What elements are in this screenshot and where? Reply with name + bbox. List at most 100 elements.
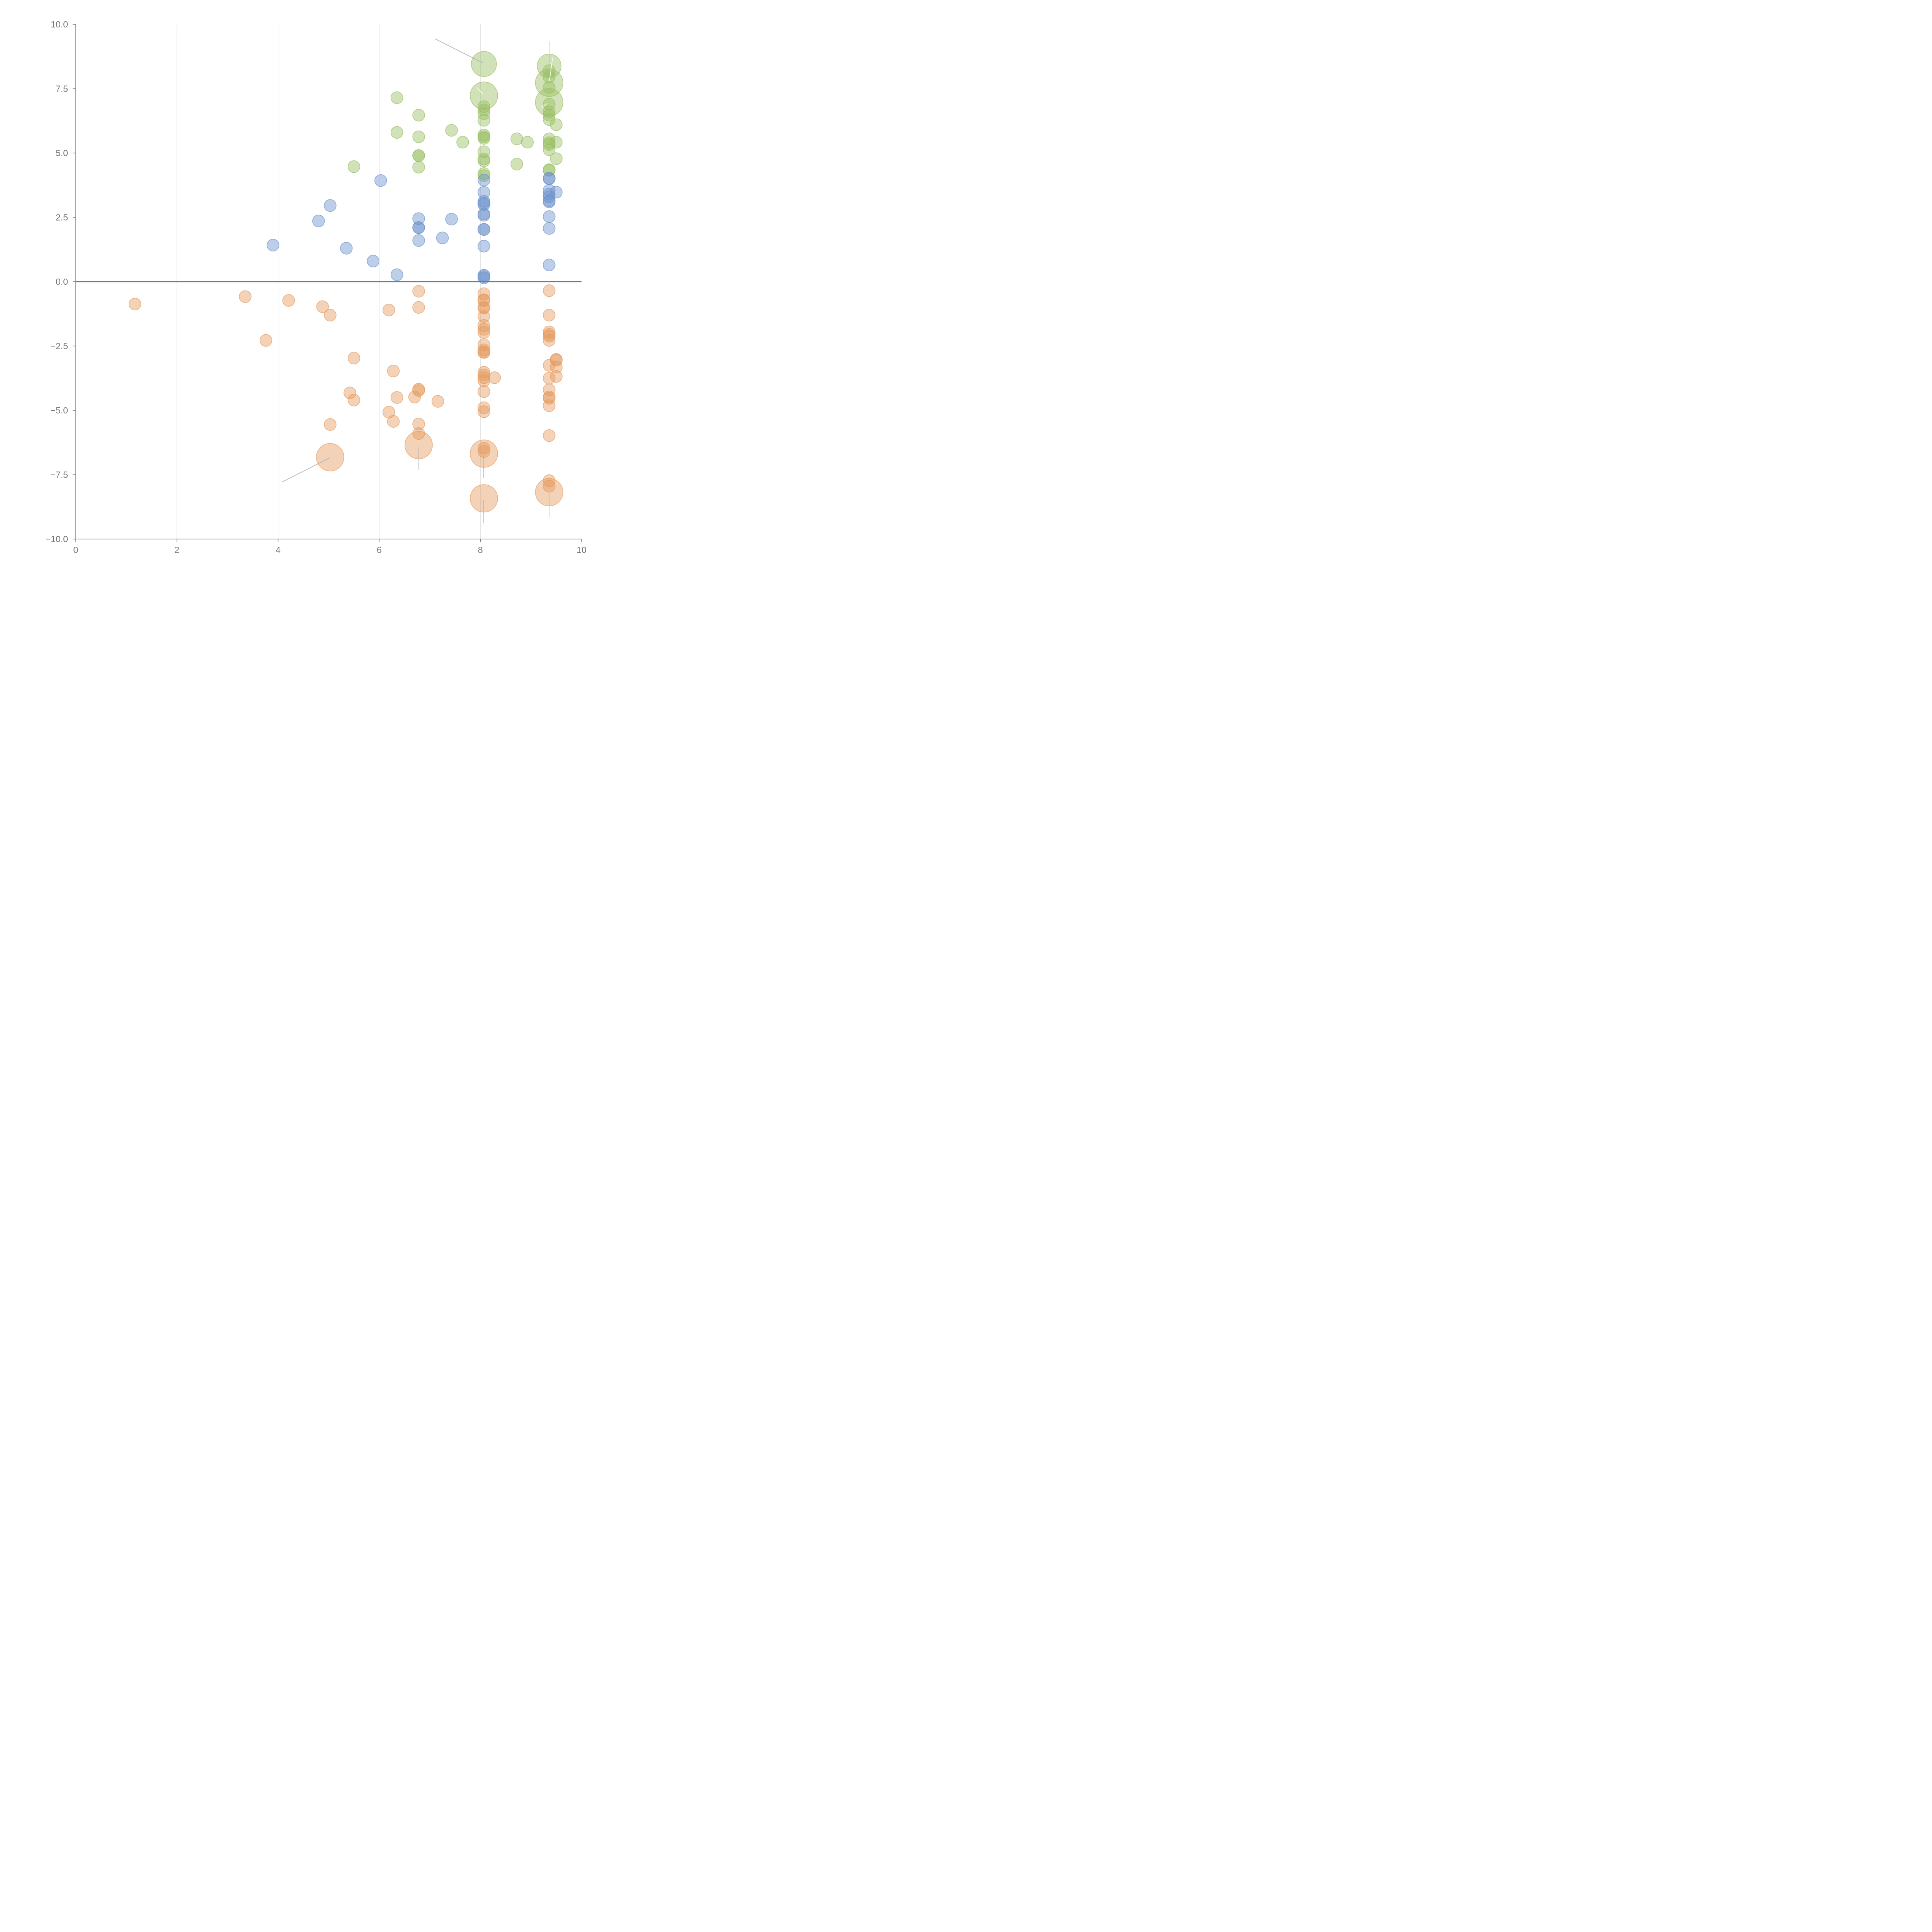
axes: 10.0 7.5 5.0 2.5 0.0 −2.5 −5.0 −7.5 −10.0 0 2 4 6 8 10 bbox=[46, 19, 587, 555]
data-point bbox=[390, 126, 403, 139]
data-point bbox=[478, 154, 490, 167]
x-tick-label: 0 bbox=[73, 545, 78, 555]
data-point bbox=[543, 98, 556, 111]
connector-line bbox=[281, 457, 330, 483]
data-point bbox=[543, 480, 556, 493]
data-point bbox=[535, 68, 563, 97]
data-point bbox=[390, 268, 403, 281]
data-point bbox=[543, 188, 556, 201]
data-point bbox=[312, 214, 325, 228]
data-point bbox=[543, 474, 556, 487]
data-point bbox=[543, 210, 556, 223]
data-point bbox=[478, 442, 490, 455]
y-tick-label: −2.5 bbox=[51, 341, 68, 351]
data-point bbox=[543, 330, 556, 343]
data-point bbox=[478, 310, 490, 323]
data-point bbox=[550, 354, 563, 367]
data-point bbox=[543, 172, 556, 185]
y-tick-label: −5.0 bbox=[51, 405, 68, 415]
x-tick-label: 6 bbox=[377, 545, 382, 555]
data-point bbox=[478, 385, 490, 398]
data-point bbox=[267, 239, 279, 252]
data-point bbox=[390, 91, 403, 104]
data-point bbox=[543, 309, 556, 321]
data-point bbox=[347, 394, 361, 406]
data-point bbox=[543, 392, 556, 405]
data-point bbox=[445, 124, 458, 137]
data-point bbox=[412, 427, 425, 440]
data-point bbox=[543, 64, 556, 77]
data-point bbox=[543, 133, 556, 145]
data-point bbox=[436, 231, 449, 245]
data-point bbox=[478, 173, 490, 187]
data-point bbox=[478, 405, 490, 418]
data-point bbox=[478, 326, 490, 339]
data-point bbox=[488, 371, 501, 384]
data-point bbox=[478, 346, 490, 359]
data-points bbox=[128, 51, 563, 513]
data-point bbox=[374, 174, 387, 187]
data-point bbox=[510, 158, 523, 170]
scatter-chart: 10.0 7.5 5.0 2.5 0.0 −2.5 −5.0 −7.5 −10.0 0 2 4 6 8 10 bbox=[46, 19, 587, 555]
data-point bbox=[316, 300, 329, 313]
data-point bbox=[478, 198, 490, 211]
data-point bbox=[128, 298, 141, 311]
data-point bbox=[543, 113, 556, 126]
data-point bbox=[510, 133, 523, 145]
data-point bbox=[412, 384, 425, 397]
data-point bbox=[550, 118, 563, 131]
data-point bbox=[478, 319, 490, 332]
data-point bbox=[543, 184, 556, 197]
data-point bbox=[390, 391, 403, 404]
y-tick-label: 5.0 bbox=[56, 148, 68, 158]
data-point bbox=[412, 221, 425, 234]
data-point bbox=[408, 391, 421, 403]
data-point bbox=[543, 222, 556, 235]
y-tick-label: 7.5 bbox=[56, 84, 68, 94]
data-point bbox=[478, 169, 490, 182]
data-point bbox=[387, 364, 400, 378]
x-tick-label: 4 bbox=[276, 545, 281, 555]
data-point bbox=[471, 51, 497, 77]
data-point bbox=[259, 334, 272, 347]
series-blue bbox=[267, 172, 563, 284]
data-point bbox=[543, 196, 556, 208]
data-point bbox=[478, 374, 490, 387]
data-point bbox=[543, 429, 556, 442]
y-tick-label: −7.5 bbox=[51, 470, 68, 480]
connector-lines bbox=[281, 38, 553, 523]
data-point bbox=[387, 415, 400, 428]
data-point bbox=[324, 309, 337, 321]
data-point bbox=[521, 136, 534, 149]
y-tick-label: 10.0 bbox=[51, 19, 68, 29]
data-point bbox=[383, 406, 395, 418]
connector-line bbox=[541, 103, 548, 108]
y-tick-label: −10.0 bbox=[46, 534, 68, 544]
series-orange bbox=[128, 284, 563, 513]
data-point bbox=[316, 443, 344, 471]
data-point bbox=[543, 81, 556, 94]
data-point bbox=[431, 395, 444, 408]
data-point bbox=[478, 223, 490, 236]
data-point bbox=[412, 161, 425, 173]
data-point bbox=[543, 109, 556, 122]
data-point bbox=[478, 271, 490, 284]
data-point bbox=[543, 190, 556, 203]
data-point bbox=[412, 130, 425, 143]
connector-line bbox=[549, 58, 553, 82]
x-tick-label: 2 bbox=[174, 545, 179, 555]
data-point bbox=[478, 132, 490, 145]
data-point bbox=[383, 304, 395, 316]
data-point bbox=[478, 294, 490, 307]
y-tick-label: 2.5 bbox=[56, 213, 68, 223]
data-point bbox=[347, 352, 361, 365]
data-point bbox=[412, 301, 425, 314]
data-point bbox=[367, 255, 379, 267]
data-point bbox=[324, 199, 337, 212]
data-point bbox=[340, 242, 353, 255]
data-point bbox=[344, 386, 356, 399]
data-point bbox=[412, 234, 425, 247]
data-point bbox=[550, 185, 563, 199]
x-tick-label: 10 bbox=[577, 545, 587, 555]
data-point bbox=[445, 213, 458, 226]
